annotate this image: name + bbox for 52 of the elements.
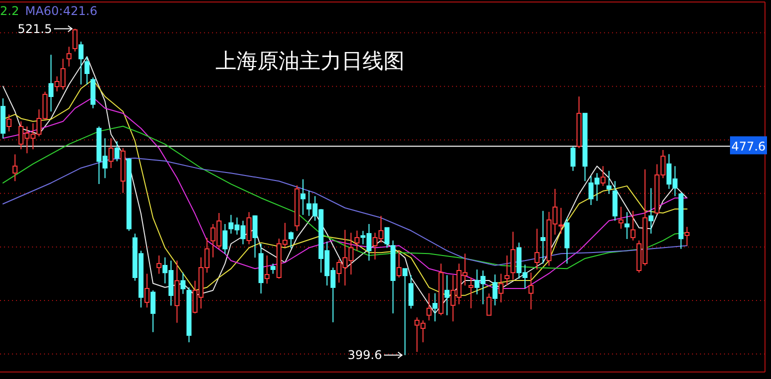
legend: 2.2 MA60:421.6 <box>0 4 98 18</box>
candlestick <box>492 274 498 306</box>
candlestick <box>510 231 516 280</box>
candlestick <box>108 138 114 168</box>
candlestick <box>624 212 630 240</box>
candlestick <box>300 178 306 216</box>
candlestick <box>150 290 156 333</box>
candlestick <box>402 268 408 356</box>
candlestick <box>156 255 162 274</box>
candlestick <box>84 56 90 85</box>
annotation: 399.6 <box>348 348 382 362</box>
candlestick <box>72 28 78 52</box>
candlestick <box>570 146 576 172</box>
candlestick <box>114 140 120 162</box>
candlestick <box>78 41 84 85</box>
candlestick <box>270 263 276 274</box>
candlestick <box>618 206 624 230</box>
candlestick <box>222 223 228 254</box>
candlestick <box>468 276 474 309</box>
candlestick <box>288 230 294 249</box>
candlestick <box>354 230 360 252</box>
candlestick <box>600 166 606 186</box>
ref-line-label: 477.6 <box>731 139 766 154</box>
candlestick <box>504 255 510 286</box>
candlestick <box>540 210 546 264</box>
candlestick <box>444 274 450 316</box>
candlestick <box>684 226 690 246</box>
candlestick <box>6 114 12 132</box>
candlestick <box>252 214 258 258</box>
candlestick <box>528 272 534 310</box>
candlestick <box>180 272 186 294</box>
candlestick <box>648 188 654 234</box>
ref-line-label: 477.6 <box>730 136 767 154</box>
candlestick <box>66 46 72 68</box>
candlestick <box>486 293 492 316</box>
candlestick <box>534 228 540 270</box>
candlestick <box>396 250 402 278</box>
candlestick <box>432 292 438 322</box>
candlestick <box>606 170 612 194</box>
candlestick <box>408 274 414 310</box>
candlestick <box>630 210 636 242</box>
candlestick <box>426 292 432 321</box>
candlestick <box>246 212 252 245</box>
candlestick <box>264 255 270 284</box>
candlestick <box>144 273 150 308</box>
candlestick <box>12 154 18 182</box>
annotation: 521.5 <box>18 22 52 36</box>
text: 上海原油主力日线图 <box>216 49 404 73</box>
candlestick <box>384 227 390 248</box>
candlestick <box>558 207 564 234</box>
candlestick <box>48 54 54 112</box>
candlestick <box>498 273 504 303</box>
